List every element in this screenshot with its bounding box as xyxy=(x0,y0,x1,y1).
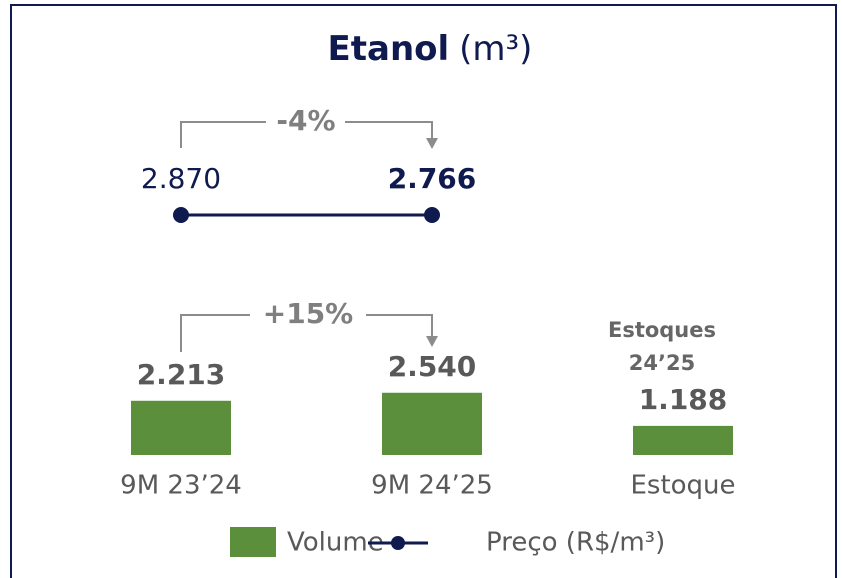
frame xyxy=(10,4,837,578)
bar xyxy=(633,425,733,455)
bar xyxy=(131,400,231,455)
annotation: -4% xyxy=(276,104,335,137)
stock-note: 24’25 xyxy=(629,351,695,375)
bar xyxy=(382,392,482,455)
title-unit: (m³) xyxy=(459,29,532,69)
legend-label: Preço (R$/m³) xyxy=(486,528,665,558)
price-point xyxy=(424,207,440,223)
legend-label: Volume xyxy=(287,528,384,558)
annotation: +15% xyxy=(263,297,353,330)
legend-swatch xyxy=(230,527,276,557)
x-tick-label: Estoque xyxy=(630,471,735,501)
bracket xyxy=(180,314,250,352)
value-label: 2.766 xyxy=(388,162,477,195)
chart-title: Etanol (m³) xyxy=(328,29,533,69)
value-label: 2.213 xyxy=(137,358,226,391)
price-point xyxy=(173,207,189,223)
x-tick-label: 9M 23’24 xyxy=(120,471,242,501)
title-main: Etanol xyxy=(328,29,450,69)
bracket xyxy=(345,121,433,140)
x-tick-label: 9M 24’25 xyxy=(371,471,493,501)
brackets xyxy=(180,121,433,352)
arrow-head xyxy=(426,138,438,149)
bracket xyxy=(366,314,433,338)
value-label: 1.188 xyxy=(639,383,728,416)
legend-dot xyxy=(391,536,405,550)
value-label: 2.540 xyxy=(388,350,477,383)
stock-note: Estoques xyxy=(608,318,716,342)
value-label: 2.870 xyxy=(141,162,221,195)
arrow-head xyxy=(426,336,438,347)
bracket xyxy=(180,121,266,148)
